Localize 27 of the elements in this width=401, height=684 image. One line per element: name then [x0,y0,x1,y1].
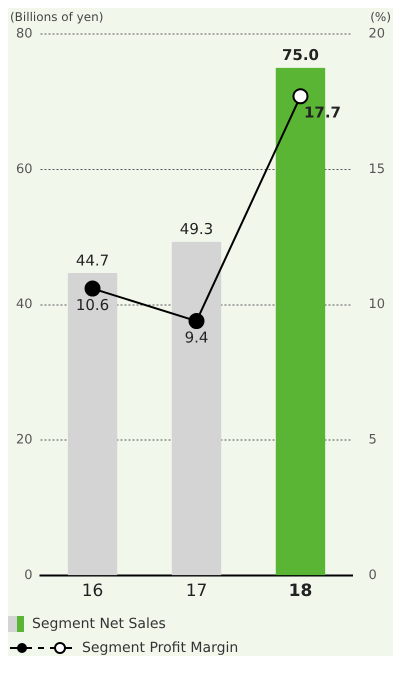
y2-tick-label: 15 [368,162,386,177]
y2-tick-label: 10 [368,297,386,312]
data-label: 49.3 [180,220,214,238]
point [188,313,204,330]
point [292,88,308,104]
bar [68,272,118,576]
data-label: 44.7 [76,251,110,270]
data-label: 9.4 [184,328,208,346]
point [84,280,101,297]
x-tick-label: 17 [186,581,208,602]
y-tick-label: 0 [24,568,33,583]
legend-label: Segment Profit Margin [82,640,238,656]
data-label: 10.6 [76,296,110,314]
y2-axis-title: (%) [370,10,391,24]
y2-tick-label: 5 [368,432,377,448]
x-tick-label: 18 [288,581,312,602]
bar [172,242,222,576]
y-tick-label: 40 [16,297,33,312]
x-tick-label: 16 [82,581,104,602]
data-label: 75.0 [282,46,319,64]
legend-label: Segment Net Sales [32,616,166,632]
y2-tick-label: 20 [368,26,386,42]
y-tick-label: 80 [16,26,33,42]
y-tick-label: 20 [16,432,33,448]
y2-tick-label: 0 [368,568,377,583]
y-tick-label: 60 [16,162,33,177]
y-axis-title: (Billions of yen) [10,10,104,24]
